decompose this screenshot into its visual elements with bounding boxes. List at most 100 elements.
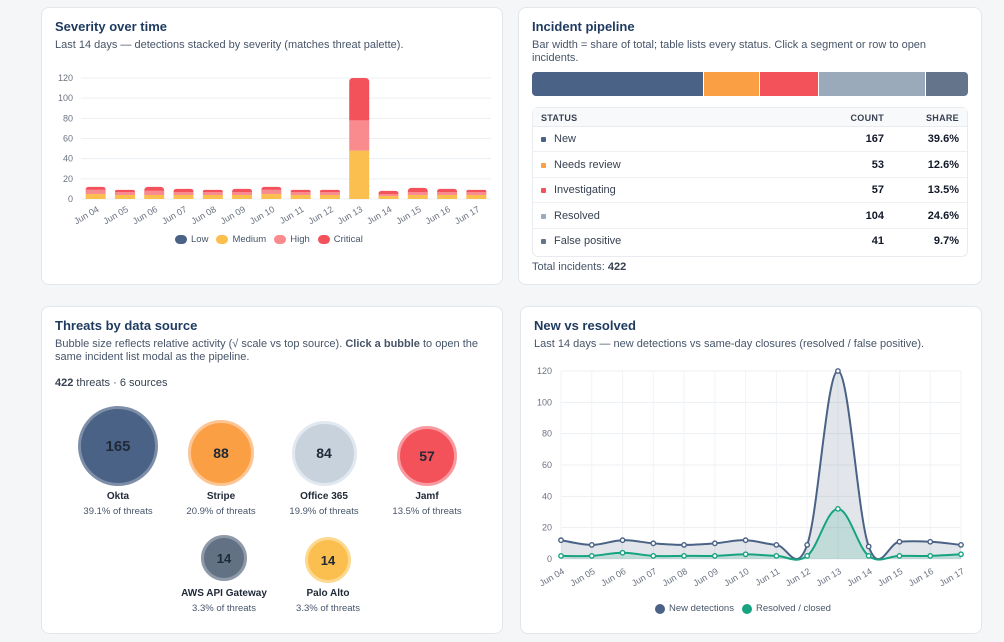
bar-medium-jun-14[interactable] [378,195,399,199]
bar-high-jun-05[interactable] [114,191,135,195]
bar-medium-jun-07[interactable] [173,194,194,199]
bar-critical-jun-15[interactable] [407,187,428,192]
bar-high-jun-12[interactable] [319,191,340,195]
bar-high-jun-16[interactable] [437,191,458,195]
bubble-jamf[interactable]: 57 [397,426,457,486]
point-resolved-closed-jun-17[interactable] [958,551,964,558]
bar-critical-jun-14[interactable] [378,190,399,194]
bubble-okta[interactable]: 165 [78,406,158,486]
bubble-stripe[interactable]: 88 [188,420,254,486]
bar-medium-jun-10[interactable] [261,193,282,199]
bar-medium-jun-15[interactable] [407,194,428,199]
bar-high-jun-14[interactable] [378,193,399,196]
bar-critical-jun-04[interactable] [85,186,106,190]
bar-critical-jun-10[interactable] [261,186,282,190]
y-tick-label: 100 [537,397,552,407]
bar-critical-jun-07[interactable] [173,188,194,192]
bar-critical-jun-13[interactable] [349,78,370,121]
legend-item-medium[interactable]: Medium [216,234,266,245]
bar-medium-jun-08[interactable] [202,194,223,199]
point-resolved-closed-jun-05[interactable] [588,552,595,559]
point-resolved-closed-jun-14[interactable] [865,552,872,559]
bar-medium-jun-06[interactable] [144,194,165,199]
legend-item-low[interactable]: Low [175,234,208,245]
bar-critical-jun-08[interactable] [202,189,223,192]
point-resolved-closed-jun-11[interactable] [773,552,780,559]
bar-medium-jun-04[interactable] [85,193,106,199]
point-resolved-closed-jun-09[interactable] [711,552,718,559]
legend-item-resolved-closed[interactable]: Resolved / closed [741,603,831,614]
bar-medium-jun-12[interactable] [319,194,340,199]
bar-medium-jun-13[interactable] [349,150,370,199]
point-resolved-closed-jun-06[interactable] [619,549,626,556]
point-new-detections-jun-16[interactable] [927,538,934,545]
status-label: Investigating [554,184,616,196]
pipeline-segment-needs-review[interactable] [704,72,760,96]
bar-medium-jun-16[interactable] [437,194,458,199]
point-resolved-closed-jun-07[interactable] [650,552,657,559]
bar-critical-jun-06[interactable] [144,186,165,191]
bar-high-jun-04[interactable] [85,189,106,194]
bubble-palo-alto[interactable]: 14 [305,537,351,583]
point-resolved-closed-jun-04[interactable] [558,552,564,559]
bar-high-jun-17[interactable] [466,191,487,195]
legend-item-new-detections[interactable]: New detections [655,603,734,614]
pipeline-segment-false-positive[interactable] [926,72,968,96]
legend-swatch [175,235,187,244]
pipeline-row-new[interactable]: New 167 39.6% [533,126,967,152]
point-new-detections-jun-06[interactable] [619,537,626,544]
pipeline-segment-investigating[interactable] [759,72,819,96]
bar-medium-jun-11[interactable] [290,194,311,199]
point-new-detections-jun-13[interactable] [835,368,841,374]
point-new-detections-jun-09[interactable] [711,540,718,547]
bubble-office-365[interactable]: 84 [291,420,357,486]
bar-critical-jun-09[interactable] [232,188,253,192]
x-tick-label: Jun 11 [754,566,782,588]
point-new-detections-jun-05[interactable] [588,541,595,548]
pipeline-segment-new[interactable] [532,72,705,96]
bar-high-jun-09[interactable] [232,191,253,195]
x-tick-label: Jun 11 [278,204,306,226]
pipeline-row-investigating[interactable]: Investigating 57 13.5% [533,177,967,203]
bar-high-jun-08[interactable] [202,191,223,195]
point-resolved-closed-jun-10[interactable] [742,551,749,558]
point-new-detections-jun-15[interactable] [896,538,903,545]
pipeline-row-resolved[interactable]: Resolved 104 24.6% [533,203,967,229]
point-new-detections-jun-04[interactable] [558,537,564,544]
point-new-detections-jun-12[interactable] [804,541,811,548]
bubble-aws-api-gateway[interactable]: 14 [201,535,247,581]
point-new-detections-jun-14[interactable] [865,543,872,550]
point-new-detections-jun-08[interactable] [681,541,687,548]
legend-item-high[interactable]: High [274,234,310,245]
bar-critical-jun-11[interactable] [290,189,311,192]
point-new-detections-jun-11[interactable] [773,541,780,548]
point-resolved-closed-jun-15[interactable] [896,552,903,559]
pipeline-segment-resolved[interactable] [818,72,927,96]
bar-high-jun-13[interactable] [349,120,370,151]
bar-critical-jun-05[interactable] [114,189,135,192]
pipeline-row-needs-review[interactable]: Needs review 53 12.6% [533,152,967,178]
bubble-percent: 13.5% of threats [392,506,462,517]
bar-critical-jun-17[interactable] [466,189,487,192]
point-resolved-closed-jun-16[interactable] [927,552,934,559]
bar-medium-jun-17[interactable] [466,194,487,199]
point-new-detections-jun-10[interactable] [742,537,749,544]
bar-high-jun-11[interactable] [290,191,311,195]
point-new-detections-jun-07[interactable] [650,540,657,547]
bar-high-jun-10[interactable] [261,189,282,194]
bar-high-jun-06[interactable] [144,190,165,195]
bar-high-jun-07[interactable] [173,191,194,195]
x-tick-label: Jun 13 [336,204,364,226]
y-tick-label: 0 [68,194,73,204]
bar-critical-jun-16[interactable] [437,188,458,192]
point-resolved-closed-jun-12[interactable] [804,552,811,559]
bar-critical-jun-12[interactable] [319,189,340,192]
point-resolved-closed-jun-08[interactable] [681,552,687,559]
bar-high-jun-15[interactable] [407,191,428,195]
bar-medium-jun-09[interactable] [232,194,253,199]
point-new-detections-jun-17[interactable] [958,541,964,548]
pipeline-row-false-positive[interactable]: False positive 41 9.7% [533,228,967,253]
point-resolved-closed-jun-13[interactable] [835,505,841,512]
legend-item-critical[interactable]: Critical [317,234,363,245]
bar-medium-jun-05[interactable] [114,194,135,199]
